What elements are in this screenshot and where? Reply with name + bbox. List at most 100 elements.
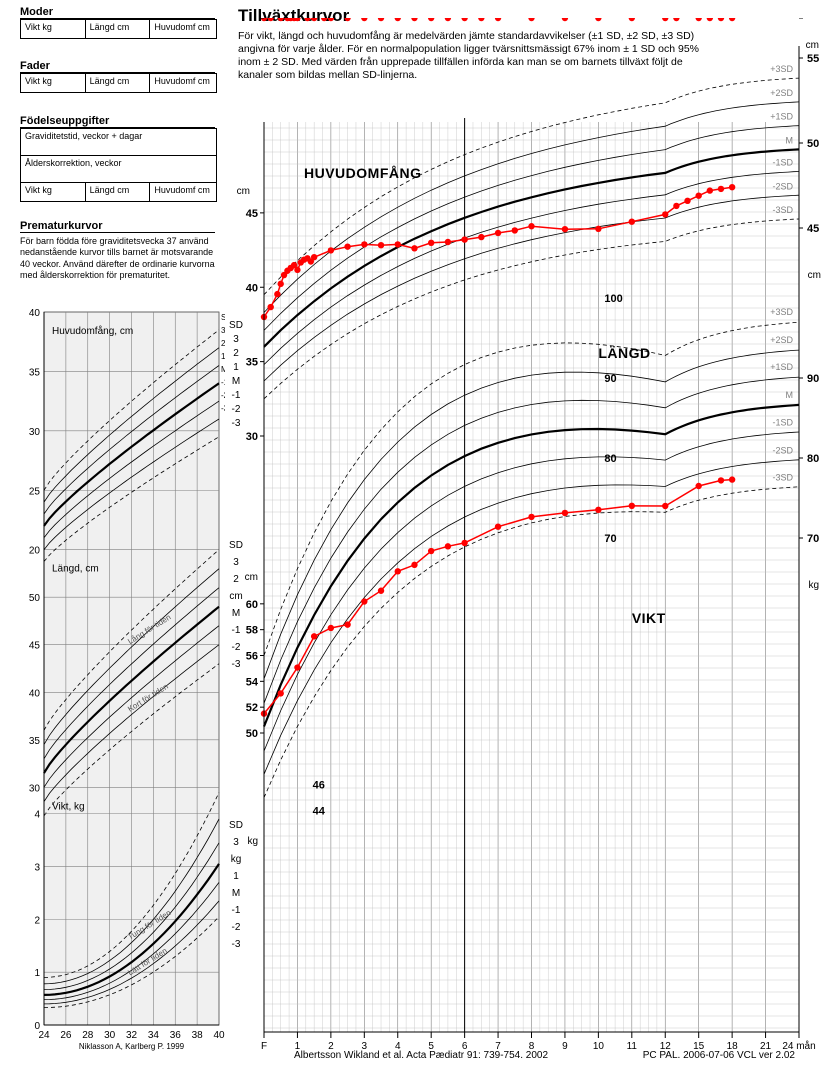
svg-text:11: 11 [627,1041,638,1052]
svg-text:HUVUDOMFÅNG: HUVUDOMFÅNG [304,165,422,181]
svg-text:70: 70 [604,533,616,545]
svg-text:1: 1 [233,871,239,882]
svg-text:3: 3 [233,334,239,345]
svg-text:44: 44 [313,806,326,818]
svg-text:90: 90 [807,373,819,385]
premature-chart: 2426283032343638402025303540Huvudomfång,… [20,308,225,1053]
svg-text:Vikt, kg: Vikt, kg [52,801,85,812]
svg-text:35: 35 [29,736,41,747]
premature-desc: För barn födda före graviditetsvecka 37 … [20,236,217,281]
svg-text:34: 34 [148,1030,160,1041]
svg-text:80: 80 [604,453,616,465]
svg-text:3: 3 [34,863,40,874]
svg-text:+3SD: +3SD [770,307,793,317]
svg-text:SD: SD [229,540,243,551]
svg-text:-1SD: -1SD [772,158,793,168]
svg-text:-3: -3 [232,939,241,950]
svg-text:-2SD: -2SD [772,445,793,455]
birth-table: Graviditetstid, veckor + dagar Ålderskor… [20,128,217,202]
svg-text:Niklasson A, Karlberg P. 1999: Niklasson A, Karlberg P. 1999 [79,1042,185,1051]
svg-text:kg: kg [231,854,242,865]
svg-text:3: 3 [233,557,239,568]
svg-text:+2SD: +2SD [770,88,793,98]
svg-text:28: 28 [82,1030,94,1041]
premature-header: Prematurkurvor [20,220,215,233]
svg-text:1: 1 [34,968,40,979]
svg-text:-3: -3 [232,659,241,670]
svg-text:-3: -3 [232,418,241,429]
col-huvud: Huvudomf cm [150,183,217,202]
svg-text:80: 80 [807,453,819,465]
svg-text:+1SD: +1SD [770,362,793,372]
svg-text:-2: -2 [232,642,241,653]
svg-text:+3SD: +3SD [770,64,793,74]
svg-text:+2SD: +2SD [770,335,793,345]
col-langd: Längd cm [85,74,150,93]
svg-text:40: 40 [29,688,41,699]
svg-text:30: 30 [29,783,41,794]
svg-text:40: 40 [246,282,258,294]
svg-text:2: 2 [233,574,239,585]
growth-chart: F12345678910111215182124 mån+3SD+2SD+1SD… [222,18,839,1058]
moder-header: Moder [20,6,215,19]
col-vikt: Vikt kg [21,20,86,39]
svg-text:25: 25 [29,486,41,497]
svg-text:M: M [232,888,240,899]
svg-text:45: 45 [246,208,258,220]
svg-text:PC PAL, 2006-07-06 VCL ver 2.0: PC PAL, 2006-07-06 VCL ver 2.02 [643,1050,796,1058]
svg-text:10: 10 [593,1041,605,1052]
svg-text:45: 45 [807,223,819,235]
fader-table: Vikt kg Längd cm Huvudomf cm [20,73,217,93]
svg-text:SD: SD [229,320,243,331]
svg-text:38: 38 [192,1030,204,1041]
svg-text:35: 35 [29,367,41,378]
svg-text:50: 50 [246,728,258,740]
svg-text:70: 70 [807,533,819,545]
svg-text:-1SD: -1SD [772,417,793,427]
svg-text:24: 24 [38,1030,50,1041]
svg-text:9: 9 [562,1041,568,1052]
svg-text:+1SD: +1SD [770,112,793,122]
svg-text:cm: cm [808,270,821,281]
birth-header: Födelseuppgifter [20,115,215,128]
svg-text:3: 3 [233,837,239,848]
svg-text:kg: kg [247,836,258,847]
svg-text:20: 20 [29,546,41,557]
svg-text:-2SD: -2SD [772,181,793,191]
svg-text:Huvudomfång, cm: Huvudomfång, cm [52,325,133,337]
svg-text:35: 35 [246,357,258,369]
svg-text:M: M [232,608,240,619]
svg-text:-2: -2 [232,404,241,415]
svg-text:58: 58 [246,625,258,637]
svg-text:-1: -1 [232,905,241,916]
birth-row1: Graviditetstid, veckor + dagar [21,129,217,156]
svg-text:55: 55 [807,53,819,65]
svg-text:LÄNGD: LÄNGD [598,345,650,361]
svg-text:cm: cm [806,40,819,51]
svg-text:cm: cm [245,572,258,583]
svg-text:6: 6 [807,18,813,21]
svg-text:1: 1 [233,362,239,373]
svg-text:2: 2 [34,915,40,926]
col-vikt: Vikt kg [21,74,86,93]
svg-text:30: 30 [246,431,258,443]
col-huvud: Huvudomf cm [150,20,217,39]
svg-text:32: 32 [126,1030,138,1041]
svg-text:52: 52 [246,702,258,714]
svg-text:100: 100 [604,293,622,305]
col-vikt: Vikt kg [21,183,86,202]
col-langd: Längd cm [85,183,150,202]
svg-text:54: 54 [246,676,259,688]
svg-text:56: 56 [246,651,258,663]
svg-text:4: 4 [34,810,40,821]
svg-text:30: 30 [104,1030,116,1041]
birth-row2: Ålderskorrektion, veckor [21,156,217,183]
svg-text:-2: -2 [232,922,241,933]
svg-text:kg: kg [808,580,819,591]
svg-text:cm: cm [237,186,250,197]
svg-text:2: 2 [233,348,239,359]
moder-table: Vikt kg Längd cm Huvudomf cm [20,19,217,39]
svg-text:-3SD: -3SD [772,205,793,215]
svg-text:90: 90 [604,373,616,385]
col-huvud: Huvudomf cm [150,74,217,93]
